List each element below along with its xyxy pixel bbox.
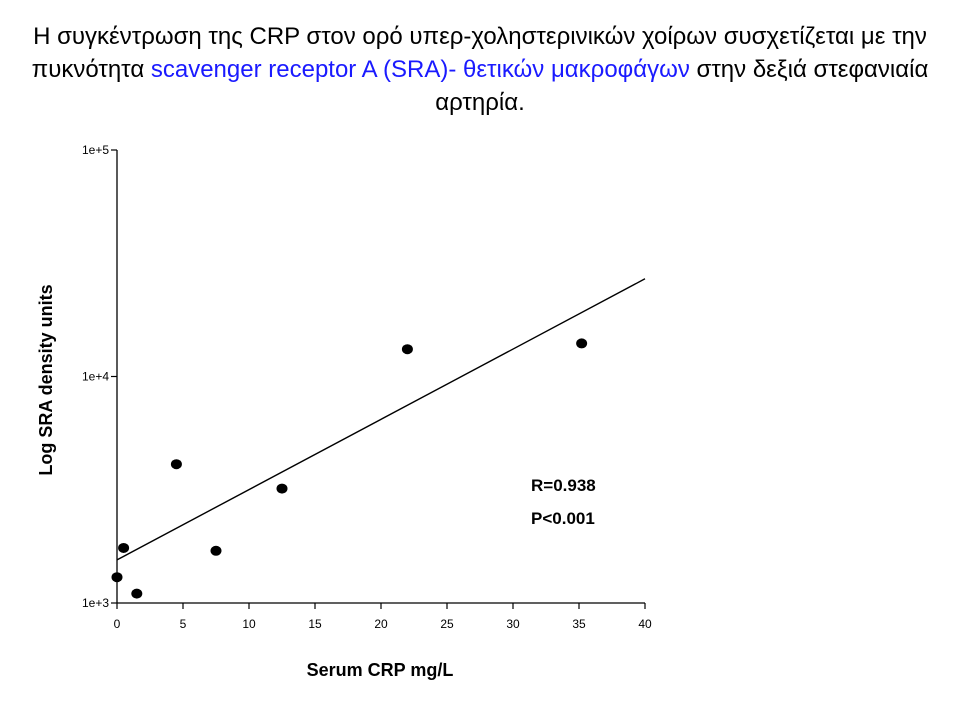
title-text-part1: Η συγκέντρωση της CRP στον ορό υπερ-χολη… xyxy=(31,23,927,83)
x-tick-label: 25 xyxy=(440,617,454,631)
x-tick-label: 5 xyxy=(180,617,187,631)
x-tick-label: 40 xyxy=(638,617,652,631)
data-point xyxy=(131,588,143,599)
x-axis: 0 5 10 15 20 25 30 35 40 xyxy=(114,602,652,631)
regression-line xyxy=(116,278,646,561)
data-point xyxy=(111,572,123,583)
stats-annotations: R=0.938 P<0.001 xyxy=(531,476,596,528)
x-axis-label: Serum CRP mg/L xyxy=(307,660,454,680)
data-points xyxy=(111,338,588,599)
x-tick-label: 0 xyxy=(114,617,121,631)
data-point xyxy=(576,338,588,349)
x-tick-label: 30 xyxy=(506,617,520,631)
stat-annotation: P<0.001 xyxy=(531,509,595,528)
y-axis: 1e+3 1e+4 1e+5 xyxy=(82,143,118,610)
slide-title: Η συγκέντρωση της CRP στον ορό υπερ-χολη… xyxy=(18,20,942,119)
x-tick-label: 15 xyxy=(308,617,322,631)
x-tick-label: 35 xyxy=(572,617,586,631)
stat-annotation: R=0.938 xyxy=(531,476,596,495)
title-highlight: scavenger receptor A (SRA)- θετικών μακρ… xyxy=(150,56,690,83)
data-point xyxy=(276,483,288,494)
regression-line-group xyxy=(116,278,646,561)
data-point xyxy=(210,545,222,556)
data-point xyxy=(118,542,130,553)
x-tick-label: 20 xyxy=(374,617,388,631)
y-axis-label: Log SRA density units xyxy=(36,284,56,475)
title-text-part2: στην δεξιά στεφανιαία αρτηρία. xyxy=(435,56,929,116)
data-point xyxy=(170,459,182,470)
y-tick-label: 1e+5 xyxy=(82,143,109,157)
x-tick-label: 10 xyxy=(242,617,256,631)
y-tick-label: 1e+4 xyxy=(82,370,109,384)
y-tick-label: 1e+3 xyxy=(82,596,109,610)
data-point xyxy=(401,344,413,355)
